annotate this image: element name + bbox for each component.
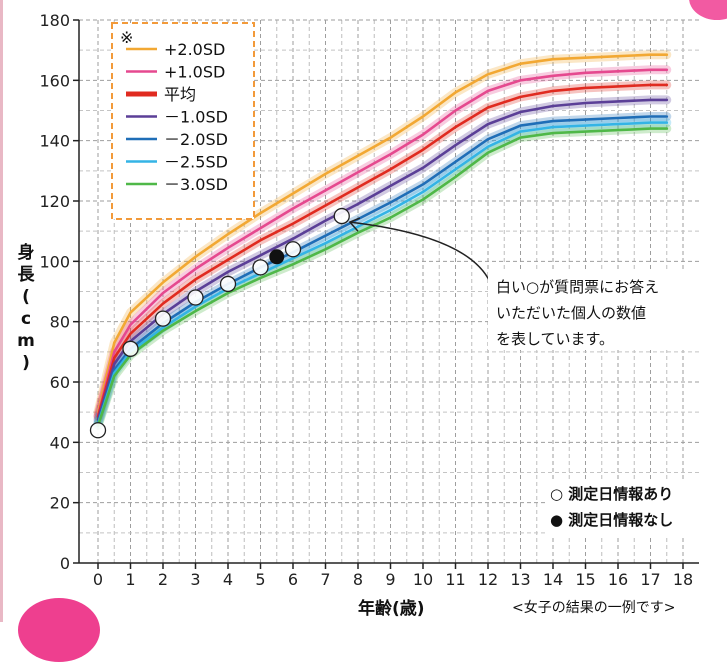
x-tick-label: 18	[673, 570, 693, 589]
legend-label: －2.0SD	[164, 130, 228, 149]
x-tick-labels: 0 1 2 3 4 5 6 7 8 9 10 11 12 13 14 15 16 17 18	[93, 563, 693, 589]
series-line-10SD	[96, 98, 669, 421]
x-tick-label: 4	[223, 570, 233, 589]
x-tick-label: 15	[575, 570, 595, 589]
y-tick-label: 120	[39, 192, 70, 211]
y-axis-title: 身長(c m)	[17, 242, 35, 373]
x-tick-label: 1	[125, 570, 135, 589]
data-point-measured	[252, 259, 269, 276]
legend-label: －2.5SD	[164, 153, 228, 172]
left-border	[0, 0, 3, 622]
data-point-measured	[122, 340, 139, 357]
legend-label: －1.0SD	[164, 108, 228, 127]
x-tick-label: 3	[190, 570, 200, 589]
data-point-measured	[284, 241, 302, 258]
series-line-10SD	[96, 68, 669, 417]
point-key-unmeasured: ● 測定日情報なし	[550, 511, 673, 529]
y-tick-label: 160	[39, 71, 70, 90]
legend-label: －3.0SD	[164, 175, 228, 194]
y-tick-label: 20	[50, 494, 70, 513]
annotation-line-2: いただいた個人の数値	[496, 304, 646, 322]
y-tick-label: 80	[50, 313, 70, 332]
y-tick-labels: 0 20 40 60 80 100 120 140 160 180	[39, 11, 79, 573]
legend-label: +1.0SD	[164, 63, 225, 82]
x-tick-label: 5	[255, 570, 265, 589]
legend-items: +2.0SD +1.0SD 平均 －1.0SD －2.0SD －2.5SD －3.0SD	[126, 40, 228, 194]
axes	[78, 20, 699, 564]
legend-box	[111, 22, 255, 220]
data-point-measured	[187, 289, 204, 306]
legend-mark: ※	[120, 28, 133, 47]
x-tick-label: 7	[320, 570, 330, 589]
point-key-background	[545, 480, 713, 536]
data-points	[89, 207, 350, 439]
x-tick-label: 16	[608, 570, 628, 589]
grid-lines	[79, 19, 699, 563]
legend-label: 平均	[164, 85, 196, 104]
y-tick-label: 140	[39, 132, 70, 151]
y-tick-label: 40	[50, 433, 70, 452]
data-point-measured	[154, 310, 172, 327]
data-point-measured	[333, 207, 350, 225]
x-tick-label: 2	[158, 570, 168, 589]
x-tick-label: 8	[353, 570, 363, 589]
annotation-arrowhead	[348, 217, 361, 232]
x-tick-label: 11	[445, 570, 465, 589]
decorative-pink-shape-top	[689, 0, 727, 20]
legend-label: +2.0SD	[164, 40, 225, 59]
series-line-20SD	[96, 53, 669, 414]
data-point-unmeasured	[269, 249, 285, 265]
series-line-mean	[96, 83, 669, 418]
data-point-measured	[89, 422, 107, 439]
annotation-line-1: 白い○が質問票にお答え	[496, 278, 659, 296]
x-tick-label: 6	[288, 570, 298, 589]
annotation-background	[488, 270, 702, 350]
x-tick-label: 17	[640, 570, 660, 589]
x-axis-title: 年齢(歳)	[358, 598, 425, 619]
y-tick-label: 100	[39, 252, 70, 271]
annotation-line-3: を表しています。	[496, 330, 614, 348]
x-tick-label: 0	[93, 570, 103, 589]
x-tick-label: 10	[413, 570, 433, 589]
x-tick-label: 13	[510, 570, 530, 589]
y-tick-label: 60	[50, 373, 70, 392]
point-key-measured: ○ 測定日情報あり	[550, 485, 673, 503]
point-key: ○ 測定日情報あり ● 測定日情報なし	[545, 480, 713, 536]
annotation: 白い○が質問票にお答え いただいた個人の数値 を表しています。	[348, 217, 702, 350]
annotation-arrow	[349, 221, 491, 283]
x-tick-label: 14	[543, 570, 563, 589]
chart-caption: <女子の結果の一例です>	[512, 599, 675, 616]
x-tick-label: 9	[385, 570, 395, 589]
x-tick-label: 12	[478, 570, 498, 589]
y-tick-label: 180	[39, 11, 70, 30]
y-tick-label: 0	[60, 554, 70, 573]
legend: ※ +2.0SD +1.0SD 平均 －1.0SD －2.0SD －2.5SD －3.0SD	[111, 22, 255, 220]
data-point-measured	[219, 275, 237, 293]
